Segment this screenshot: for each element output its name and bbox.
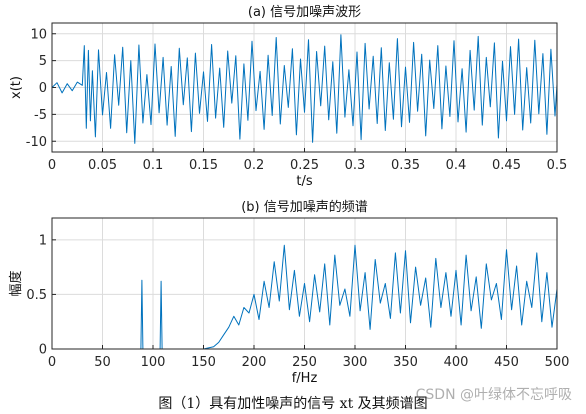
- panel-a: 0 0.05 0.1 0.15 0.2 0.25 0.3 0.35 0.4 0.45 0.5 -10 -…: [9, 5, 567, 189]
- y-tick-label: 1: [39, 233, 47, 248]
- chart-title: (b) 信号加噪声的频谱: [241, 199, 368, 215]
- x-tick-label: 50: [94, 355, 111, 370]
- y-tick-label: 0: [39, 81, 47, 96]
- y-tick-label: 0: [39, 343, 47, 358]
- series-line: [52, 244, 558, 350]
- x-tick-label: 0.45: [492, 158, 521, 173]
- x-tick-label: 250: [292, 355, 317, 370]
- x-tick-label: 0.05: [88, 158, 117, 173]
- chart-title: (a) 信号加噪声波形: [248, 5, 361, 20]
- y-axis-label: x(t): [9, 76, 24, 99]
- y-tick-label: -10: [26, 135, 47, 150]
- x-tick-label: 0.4: [446, 158, 467, 173]
- x-tick-label: 0.15: [189, 158, 218, 173]
- x-tick-label: 0: [48, 355, 56, 370]
- x-tick-label: 350: [393, 355, 418, 370]
- x-tick-label: 0.5: [547, 158, 568, 173]
- y-tick-label: 5: [39, 54, 47, 69]
- panel-b: 0 50 100 150 200 250 300 350 400 450 500 0 0.5 1 (b) 信…: [8, 199, 569, 386]
- x-tick-label: 500: [545, 355, 570, 370]
- series-line: [51, 34, 558, 144]
- x-tick-label: 300: [343, 355, 368, 370]
- x-tick-label: 150: [191, 355, 216, 370]
- x-tick-label: 0.2: [244, 158, 265, 173]
- y-tick-label: 10: [30, 27, 47, 42]
- figure-caption: 图（1）具有加性噪声的信号 xt 及其频谱图: [158, 396, 428, 412]
- x-tick-label: 0.25: [290, 158, 319, 173]
- x-axis-label: t/s: [296, 174, 312, 189]
- watermark: CSDN @叶绿体不忘呼吸: [415, 387, 572, 403]
- x-axis-label: f/Hz: [292, 371, 318, 386]
- y-tick-label: 0.5: [26, 288, 47, 303]
- x-tick-label: 200: [242, 355, 267, 370]
- x-tick-label: 400: [444, 355, 469, 370]
- x-tick-label: 0.1: [143, 158, 164, 173]
- axes-frame: [51, 217, 558, 350]
- x-tick-label: 0.3: [345, 158, 366, 173]
- x-tick-label: 450: [494, 355, 519, 370]
- x-tick-label: 0.35: [391, 158, 420, 173]
- y-axis-label: 幅度: [8, 270, 24, 296]
- axes-frame: [51, 22, 558, 153]
- x-tick-label: 100: [141, 355, 166, 370]
- y-tick-label: -5: [34, 108, 47, 123]
- x-tick-label: 0: [48, 158, 56, 173]
